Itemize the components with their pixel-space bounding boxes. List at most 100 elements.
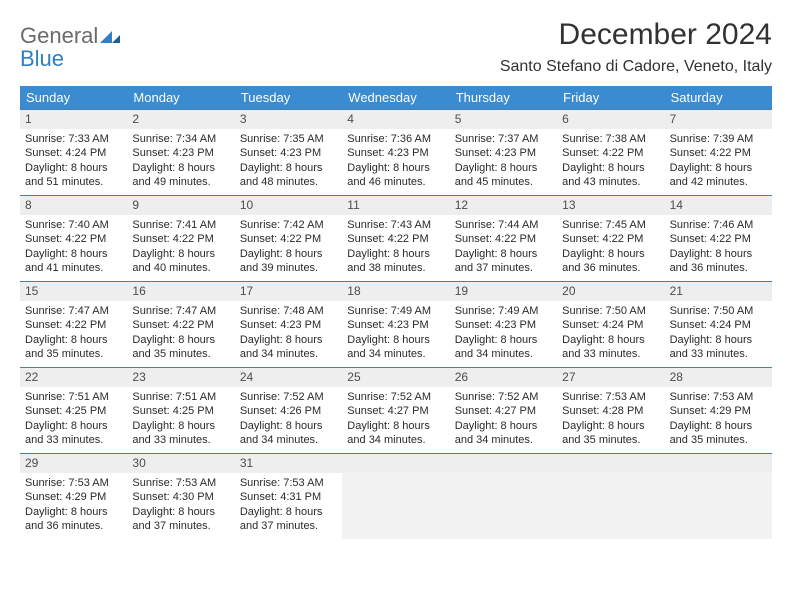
sunset-line: Sunset: 4:27 PM	[455, 404, 552, 418]
sunset-line: Sunset: 4:31 PM	[240, 490, 337, 504]
day-number: 22	[20, 368, 127, 387]
brand-word1: General	[20, 23, 98, 48]
calendar-day-cell: 31Sunrise: 7:53 AMSunset: 4:31 PMDayligh…	[235, 453, 342, 539]
month-title: December 2024	[500, 18, 772, 52]
day-number: 12	[450, 196, 557, 215]
day-number: 29	[20, 454, 127, 473]
day-body: Sunrise: 7:47 AMSunset: 4:22 PMDaylight:…	[127, 301, 234, 366]
daylight-line: Daylight: 8 hours and 48 minutes.	[240, 161, 337, 189]
calendar-day-cell: 22Sunrise: 7:51 AMSunset: 4:25 PMDayligh…	[20, 367, 127, 453]
sunrise-line: Sunrise: 7:51 AM	[132, 390, 229, 404]
calendar-day-cell: 20Sunrise: 7:50 AMSunset: 4:24 PMDayligh…	[557, 281, 664, 367]
calendar-day-cell: 8Sunrise: 7:40 AMSunset: 4:22 PMDaylight…	[20, 195, 127, 281]
calendar-day-cell: 25Sunrise: 7:52 AMSunset: 4:27 PMDayligh…	[342, 367, 449, 453]
header: General Blue December 2024 Santo Stefano…	[20, 18, 772, 76]
calendar-day-cell: 18Sunrise: 7:49 AMSunset: 4:23 PMDayligh…	[342, 281, 449, 367]
day-number: 18	[342, 282, 449, 301]
day-number: 15	[20, 282, 127, 301]
day-number: 3	[235, 110, 342, 129]
sunset-line: Sunset: 4:23 PM	[455, 318, 552, 332]
sunset-line: Sunset: 4:29 PM	[25, 490, 122, 504]
sunrise-line: Sunrise: 7:50 AM	[670, 304, 767, 318]
daylight-line: Daylight: 8 hours and 36 minutes.	[562, 247, 659, 275]
day-number: 13	[557, 196, 664, 215]
sunrise-line: Sunrise: 7:48 AM	[240, 304, 337, 318]
day-of-week-header: Sunday	[20, 86, 127, 109]
sunrise-line: Sunrise: 7:41 AM	[132, 218, 229, 232]
daylight-line: Daylight: 8 hours and 42 minutes.	[670, 161, 767, 189]
day-number: 17	[235, 282, 342, 301]
day-number: 14	[665, 196, 772, 215]
sunset-line: Sunset: 4:22 PM	[670, 232, 767, 246]
day-body: Sunrise: 7:40 AMSunset: 4:22 PMDaylight:…	[20, 215, 127, 280]
sunrise-line: Sunrise: 7:53 AM	[562, 390, 659, 404]
daylight-line: Daylight: 8 hours and 37 minutes.	[132, 505, 229, 533]
day-number: 21	[665, 282, 772, 301]
daylight-line: Daylight: 8 hours and 33 minutes.	[132, 419, 229, 447]
empty-day-strip	[342, 454, 449, 472]
sunrise-line: Sunrise: 7:52 AM	[240, 390, 337, 404]
calendar-day-cell: 1Sunrise: 7:33 AMSunset: 4:24 PMDaylight…	[20, 109, 127, 195]
day-number: 7	[665, 110, 772, 129]
daylight-line: Daylight: 8 hours and 34 minutes.	[455, 419, 552, 447]
sunrise-line: Sunrise: 7:45 AM	[562, 218, 659, 232]
day-body: Sunrise: 7:42 AMSunset: 4:22 PMDaylight:…	[235, 215, 342, 280]
calendar-day-cell: 4Sunrise: 7:36 AMSunset: 4:23 PMDaylight…	[342, 109, 449, 195]
sunrise-line: Sunrise: 7:37 AM	[455, 132, 552, 146]
calendar-day-cell: 16Sunrise: 7:47 AMSunset: 4:22 PMDayligh…	[127, 281, 234, 367]
calendar-empty-cell	[557, 453, 664, 539]
sunset-line: Sunset: 4:23 PM	[347, 146, 444, 160]
sunset-line: Sunset: 4:23 PM	[455, 146, 552, 160]
calendar-day-cell: 7Sunrise: 7:39 AMSunset: 4:22 PMDaylight…	[665, 109, 772, 195]
day-body: Sunrise: 7:53 AMSunset: 4:31 PMDaylight:…	[235, 473, 342, 538]
daylight-line: Daylight: 8 hours and 46 minutes.	[347, 161, 444, 189]
sunset-line: Sunset: 4:22 PM	[25, 318, 122, 332]
day-body: Sunrise: 7:33 AMSunset: 4:24 PMDaylight:…	[20, 129, 127, 194]
calendar-day-cell: 21Sunrise: 7:50 AMSunset: 4:24 PMDayligh…	[665, 281, 772, 367]
day-number: 24	[235, 368, 342, 387]
day-number: 25	[342, 368, 449, 387]
day-body: Sunrise: 7:52 AMSunset: 4:26 PMDaylight:…	[235, 387, 342, 452]
daylight-line: Daylight: 8 hours and 34 minutes.	[347, 419, 444, 447]
day-number: 19	[450, 282, 557, 301]
sunrise-line: Sunrise: 7:49 AM	[455, 304, 552, 318]
sunrise-line: Sunrise: 7:53 AM	[670, 390, 767, 404]
sunrise-line: Sunrise: 7:47 AM	[132, 304, 229, 318]
daylight-line: Daylight: 8 hours and 35 minutes.	[132, 333, 229, 361]
daylight-line: Daylight: 8 hours and 33 minutes.	[25, 419, 122, 447]
day-number: 5	[450, 110, 557, 129]
calendar-day-cell: 6Sunrise: 7:38 AMSunset: 4:22 PMDaylight…	[557, 109, 664, 195]
sunrise-line: Sunrise: 7:33 AM	[25, 132, 122, 146]
sunrise-line: Sunrise: 7:38 AM	[562, 132, 659, 146]
daylight-line: Daylight: 8 hours and 39 minutes.	[240, 247, 337, 275]
daylight-line: Daylight: 8 hours and 34 minutes.	[455, 333, 552, 361]
sunrise-line: Sunrise: 7:53 AM	[25, 476, 122, 490]
sunrise-line: Sunrise: 7:40 AM	[25, 218, 122, 232]
day-body: Sunrise: 7:52 AMSunset: 4:27 PMDaylight:…	[342, 387, 449, 452]
daylight-line: Daylight: 8 hours and 35 minutes.	[670, 419, 767, 447]
sunset-line: Sunset: 4:22 PM	[562, 146, 659, 160]
day-of-week-header: Thursday	[450, 86, 557, 109]
calendar-empty-cell	[665, 453, 772, 539]
sunrise-line: Sunrise: 7:43 AM	[347, 218, 444, 232]
calendar-day-cell: 12Sunrise: 7:44 AMSunset: 4:22 PMDayligh…	[450, 195, 557, 281]
calendar-day-cell: 27Sunrise: 7:53 AMSunset: 4:28 PMDayligh…	[557, 367, 664, 453]
location: Santo Stefano di Cadore, Veneto, Italy	[500, 58, 772, 76]
day-number: 20	[557, 282, 664, 301]
sunset-line: Sunset: 4:22 PM	[132, 232, 229, 246]
daylight-line: Daylight: 8 hours and 37 minutes.	[455, 247, 552, 275]
daylight-line: Daylight: 8 hours and 33 minutes.	[562, 333, 659, 361]
day-number: 8	[20, 196, 127, 215]
sunrise-line: Sunrise: 7:53 AM	[240, 476, 337, 490]
calendar-day-cell: 14Sunrise: 7:46 AMSunset: 4:22 PMDayligh…	[665, 195, 772, 281]
day-number: 4	[342, 110, 449, 129]
calendar-day-cell: 13Sunrise: 7:45 AMSunset: 4:22 PMDayligh…	[557, 195, 664, 281]
day-of-week-header: Friday	[557, 86, 664, 109]
calendar-day-cell: 24Sunrise: 7:52 AMSunset: 4:26 PMDayligh…	[235, 367, 342, 453]
day-body: Sunrise: 7:50 AMSunset: 4:24 PMDaylight:…	[665, 301, 772, 366]
daylight-line: Daylight: 8 hours and 35 minutes.	[562, 419, 659, 447]
sunrise-line: Sunrise: 7:39 AM	[670, 132, 767, 146]
daylight-line: Daylight: 8 hours and 41 minutes.	[25, 247, 122, 275]
sunset-line: Sunset: 4:25 PM	[132, 404, 229, 418]
daylight-line: Daylight: 8 hours and 40 minutes.	[132, 247, 229, 275]
